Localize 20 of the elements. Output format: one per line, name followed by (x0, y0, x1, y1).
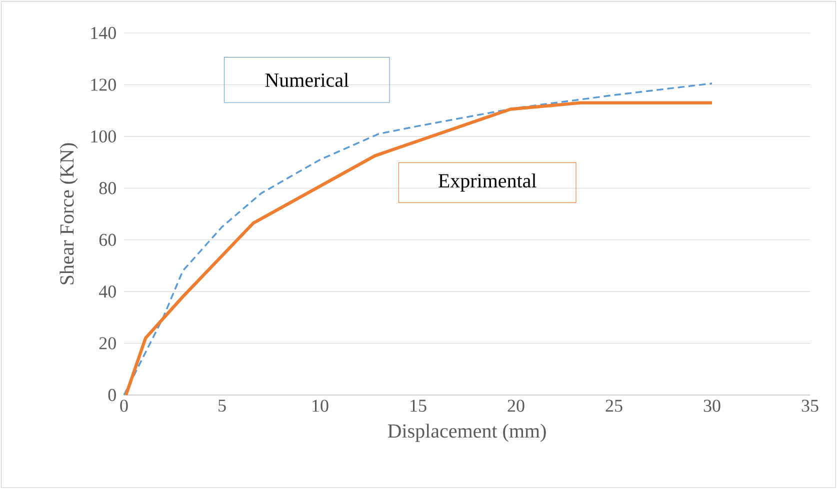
y-tick-label: 80 (99, 182, 116, 194)
y-tick-label: 140 (91, 26, 116, 40)
x-tick-label: 20 (508, 400, 524, 412)
x-axis-title: Displacement (mm) (388, 424, 546, 442)
y-tick-label: 40 (98, 285, 116, 298)
y-tick-label: 20 (99, 337, 116, 350)
y-tick-label: 120 (91, 78, 116, 91)
x-tick-label: 25 (606, 400, 622, 412)
x-tick-label: 5 (218, 400, 226, 412)
y-tick-label: 100 (91, 130, 116, 142)
y-axis-title: Shear Force (KN) (60, 143, 78, 284)
x-tick-label: 35 (802, 400, 818, 412)
y-tick-label: 0 (108, 388, 116, 402)
x-tick-label: 15 (410, 400, 426, 412)
x-tick-label: 0 (120, 400, 128, 412)
y-tick-label: 60 (99, 234, 116, 246)
x-tick-label: 10 (312, 400, 328, 412)
x-tick-label: 30 (704, 400, 720, 412)
series-label: Exprimental (438, 173, 536, 192)
text: Numerical (265, 72, 349, 87)
